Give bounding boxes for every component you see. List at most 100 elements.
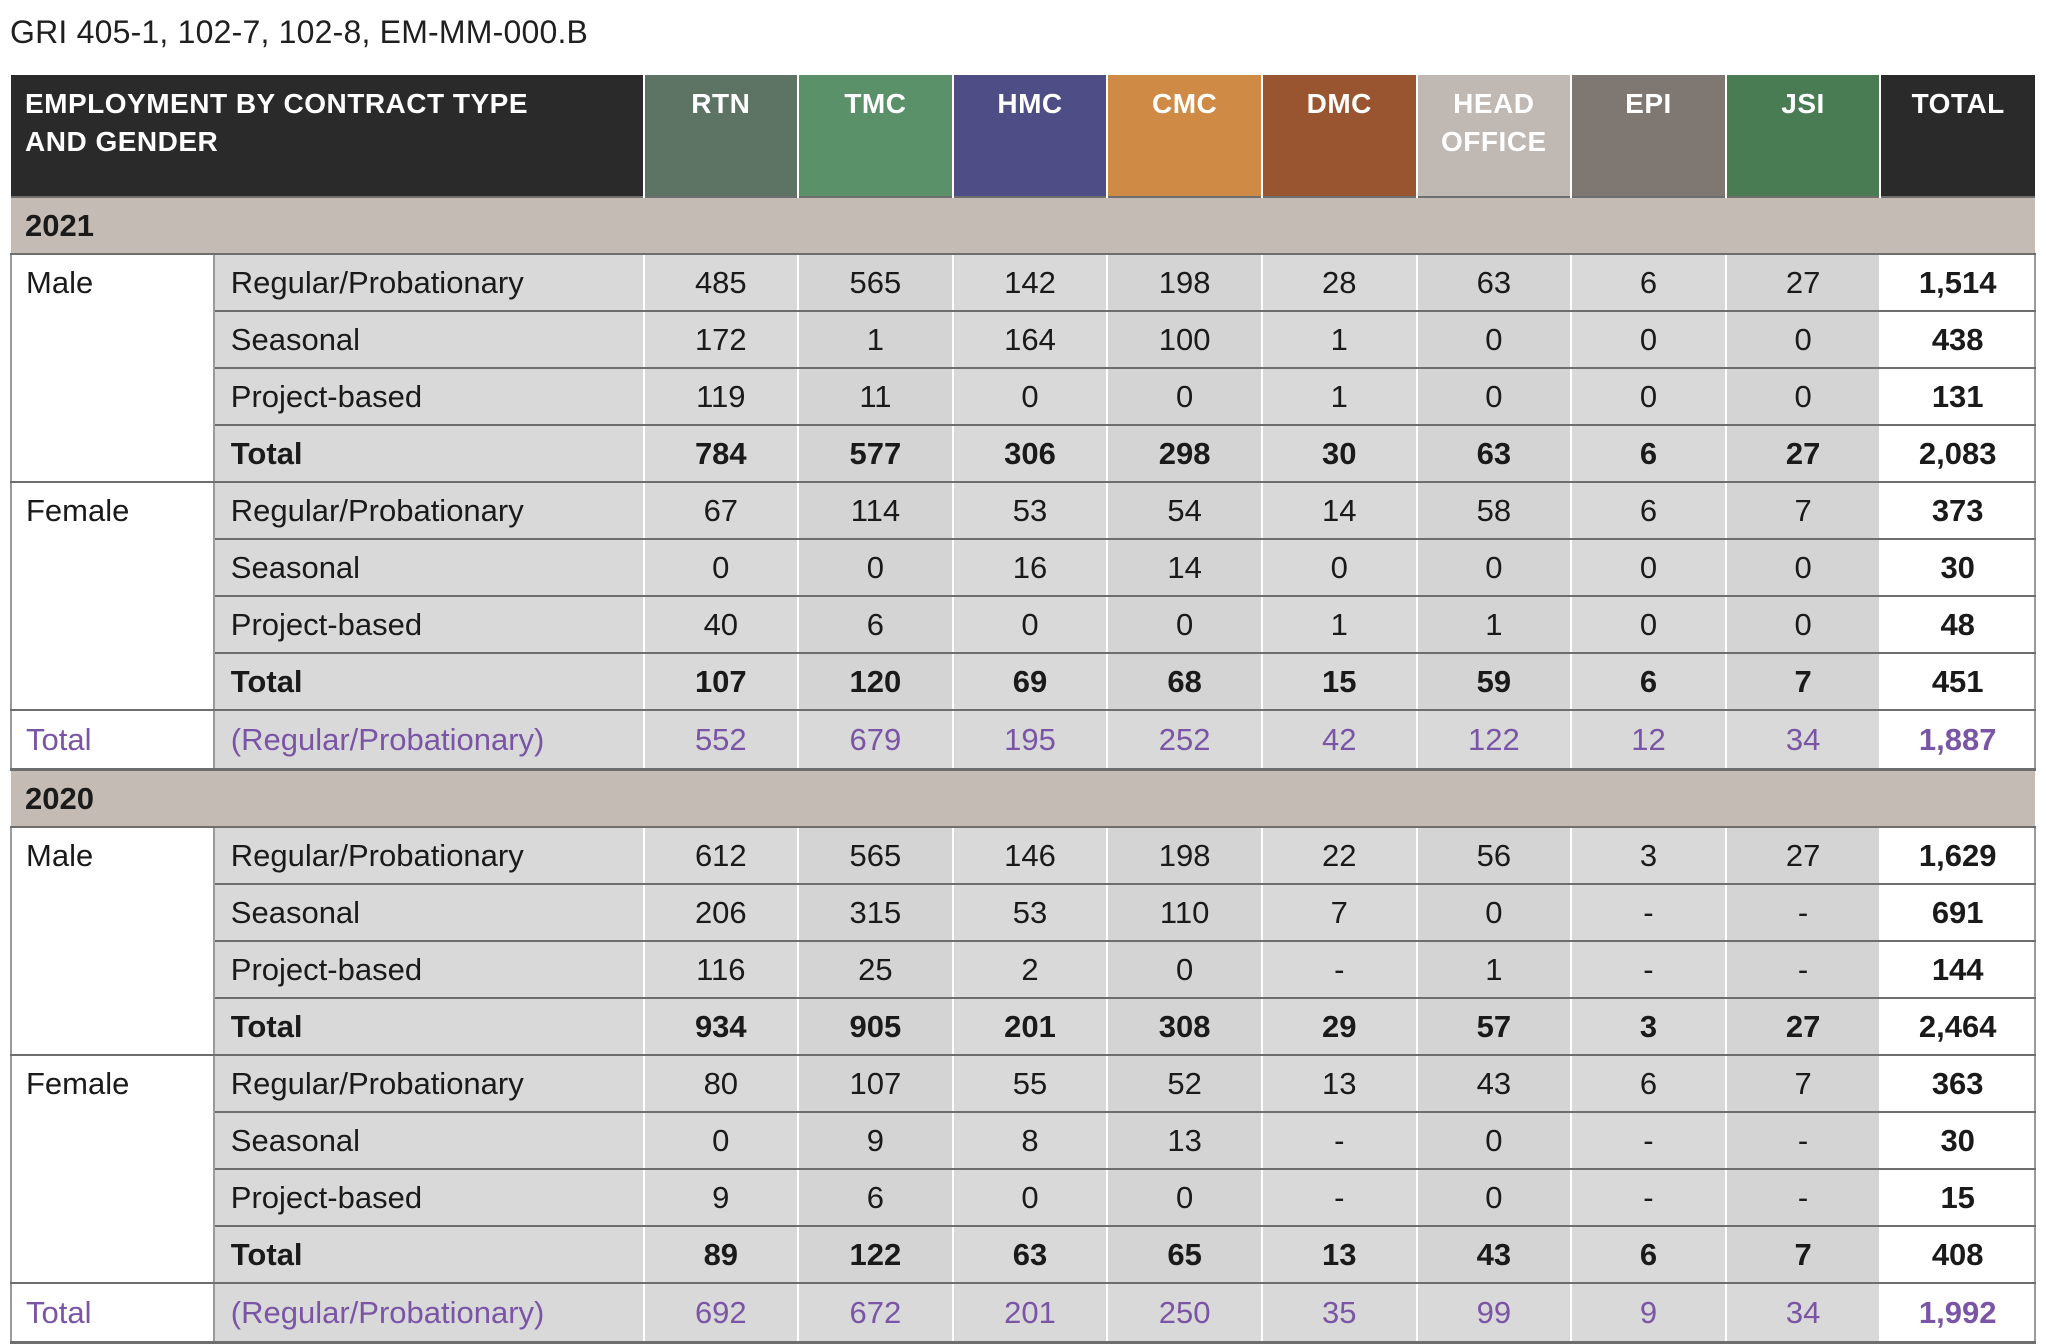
table-cell: 1 [797, 311, 953, 369]
table-cell: 6 [1570, 425, 1726, 483]
table-row: Seasonal 172 1 164 100 1 0 0 0 438 [11, 311, 2036, 369]
column-header-dmc: DMC [1260, 75, 1417, 197]
row-total-cell: 408 [1879, 1226, 2036, 1284]
regular-total-row: Total (Regular/Probationary) 692 672 201 250 3… [10, 1283, 2036, 1344]
table-cell: 0 [1415, 1169, 1572, 1227]
table-cell: 0 [951, 368, 1108, 426]
regular-total-cell: 250 [1106, 1283, 1262, 1344]
table-cell: 27 [1724, 425, 1881, 483]
column-header-line1: JSI [1781, 88, 1825, 119]
subtotal-row: Total 107 120 69 68 15 59 6 7 451 [11, 653, 2036, 711]
table-cell: - [1260, 1169, 1417, 1227]
table-cell: 0 [1724, 539, 1881, 597]
table-cell: 1 [1415, 596, 1572, 654]
table-cell: 13 [1106, 1112, 1262, 1170]
table-cell: 0 [1724, 311, 1881, 369]
table-cell: 63 [1415, 254, 1572, 312]
table-cell: 3 [1570, 827, 1726, 885]
table-row: Seasonal 206 315 53 110 7 0- -691 [11, 884, 2036, 942]
row-total-cell: 15 [1879, 1169, 2036, 1227]
table-cell: 0 [1415, 1112, 1572, 1170]
table-cell: - [1724, 1169, 1881, 1227]
table-cell: 198 [1106, 827, 1262, 885]
regular-grand-total-cell: 1,887 [1879, 710, 2036, 771]
table-cell: 2 [951, 941, 1108, 999]
table-cell: 306 [951, 425, 1108, 483]
table-cell: 107 [642, 653, 799, 711]
column-header-line1: EPI [1625, 88, 1672, 119]
regular-total-cell: 12 [1570, 710, 1726, 771]
table-cell: 206 [642, 884, 799, 942]
column-header-head: HEAD OFFICE [1415, 75, 1572, 197]
column-header-total: TOTAL [1879, 75, 2035, 197]
table-cell: - [1260, 941, 1417, 999]
regular-total-cell: 552 [642, 710, 799, 771]
table-title-line1: EMPLOYMENT BY CONTRACT TYPE [25, 88, 529, 119]
table-cell: 56 [1415, 827, 1572, 885]
table-cell: 40 [642, 596, 799, 654]
table-cell: 30 [1260, 425, 1417, 483]
year-row: 2020 [11, 768, 2035, 828]
table-cell: - [1724, 1112, 1881, 1170]
contract-type-label: Total [213, 1226, 644, 1284]
regular-total-type: (Regular/Probationary) [213, 710, 644, 771]
row-total-cell: 451 [1879, 653, 2036, 711]
row-total-cell: 1,629 [1879, 827, 2036, 885]
subtotal-row: Total 784 577 306 298 30 63 6 27 2,083 [11, 425, 2036, 483]
column-header-tmc: TMC [797, 75, 953, 197]
contract-type-label: Regular/Probationary [213, 254, 644, 312]
table-cell: 27 [1724, 998, 1881, 1056]
table-cell: 53 [951, 482, 1108, 540]
subtotal-row: Total 89 122 63 65 13 43 6 7 408 [11, 1226, 2036, 1284]
column-header-jsi: JSI [1724, 75, 1881, 197]
table-cell: - [1724, 941, 1881, 999]
table-cell: 114 [797, 482, 953, 540]
table-cell: 172 [642, 311, 799, 369]
table-cell: 7 [1724, 653, 1881, 711]
regular-total-cell: 672 [797, 1283, 953, 1344]
table-cell: 9 [797, 1112, 953, 1170]
table-cell: 27 [1724, 254, 1881, 312]
table-cell: 54 [1106, 482, 1262, 540]
table-cell: 164 [951, 311, 1108, 369]
header-row: EMPLOYMENT BY CONTRACT TYPE AND GENDER R… [11, 75, 2035, 197]
table-cell: 6 [1570, 482, 1726, 540]
column-header-hmc: HMC [951, 75, 1108, 197]
table-cell: 577 [797, 425, 953, 483]
table-row: Seasonal 0 0 16 14 0 0 0 0 30 [11, 539, 2036, 597]
table-cell: 0 [1106, 596, 1262, 654]
table-cell: 6 [797, 596, 953, 654]
row-total-cell: 363 [1879, 1055, 2036, 1113]
table-cell: 58 [1415, 482, 1572, 540]
table-cell: 63 [951, 1226, 1108, 1284]
table-cell: 0 [1570, 596, 1726, 654]
table-cell: 0 [1415, 539, 1572, 597]
table-cell: 15 [1260, 653, 1417, 711]
table-cell: - [1570, 884, 1726, 942]
table-cell: 142 [951, 254, 1108, 312]
table-cell: 934 [642, 998, 799, 1056]
year-row: 2021 [11, 196, 2035, 255]
table-cell: 0 [951, 1169, 1108, 1227]
table-cell: 89 [642, 1226, 799, 1284]
table-cell: 28 [1260, 254, 1417, 312]
regular-total-cell: 34 [1724, 710, 1881, 771]
table-cell: 298 [1106, 425, 1262, 483]
contract-type-label: Seasonal [213, 539, 644, 597]
table-cell: 16 [951, 539, 1108, 597]
table-row: Seasonal 0 9 8 13-0- -30 [11, 1112, 2036, 1170]
table-row: Male Regular/Probationary 485 565 142 198 28 63… [10, 254, 2036, 483]
column-header-rtn: RTN [642, 75, 799, 197]
table-cell: 1 [1260, 596, 1417, 654]
contract-type-label: Seasonal [213, 311, 644, 369]
row-total-cell: 30 [1879, 539, 2036, 597]
row-total-cell: 48 [1879, 596, 2036, 654]
table-cell: 7 [1260, 884, 1417, 942]
gri-reference: GRI 405-1, 102-7, 102-8, EM-MM-000.B [10, 14, 589, 50]
regular-total-cell: 252 [1106, 710, 1262, 771]
regular-total-label: Total [10, 710, 215, 771]
table-cell: 43 [1415, 1226, 1572, 1284]
row-total-cell: 144 [1879, 941, 2036, 999]
table-cell: 107 [797, 1055, 953, 1113]
table-cell: 116 [642, 941, 799, 999]
